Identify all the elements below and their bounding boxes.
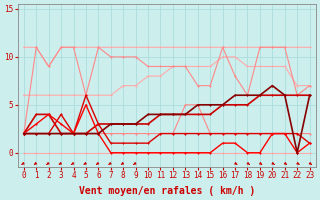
X-axis label: Vent moyen/en rafales ( km/h ): Vent moyen/en rafales ( km/h ) — [79, 186, 255, 196]
